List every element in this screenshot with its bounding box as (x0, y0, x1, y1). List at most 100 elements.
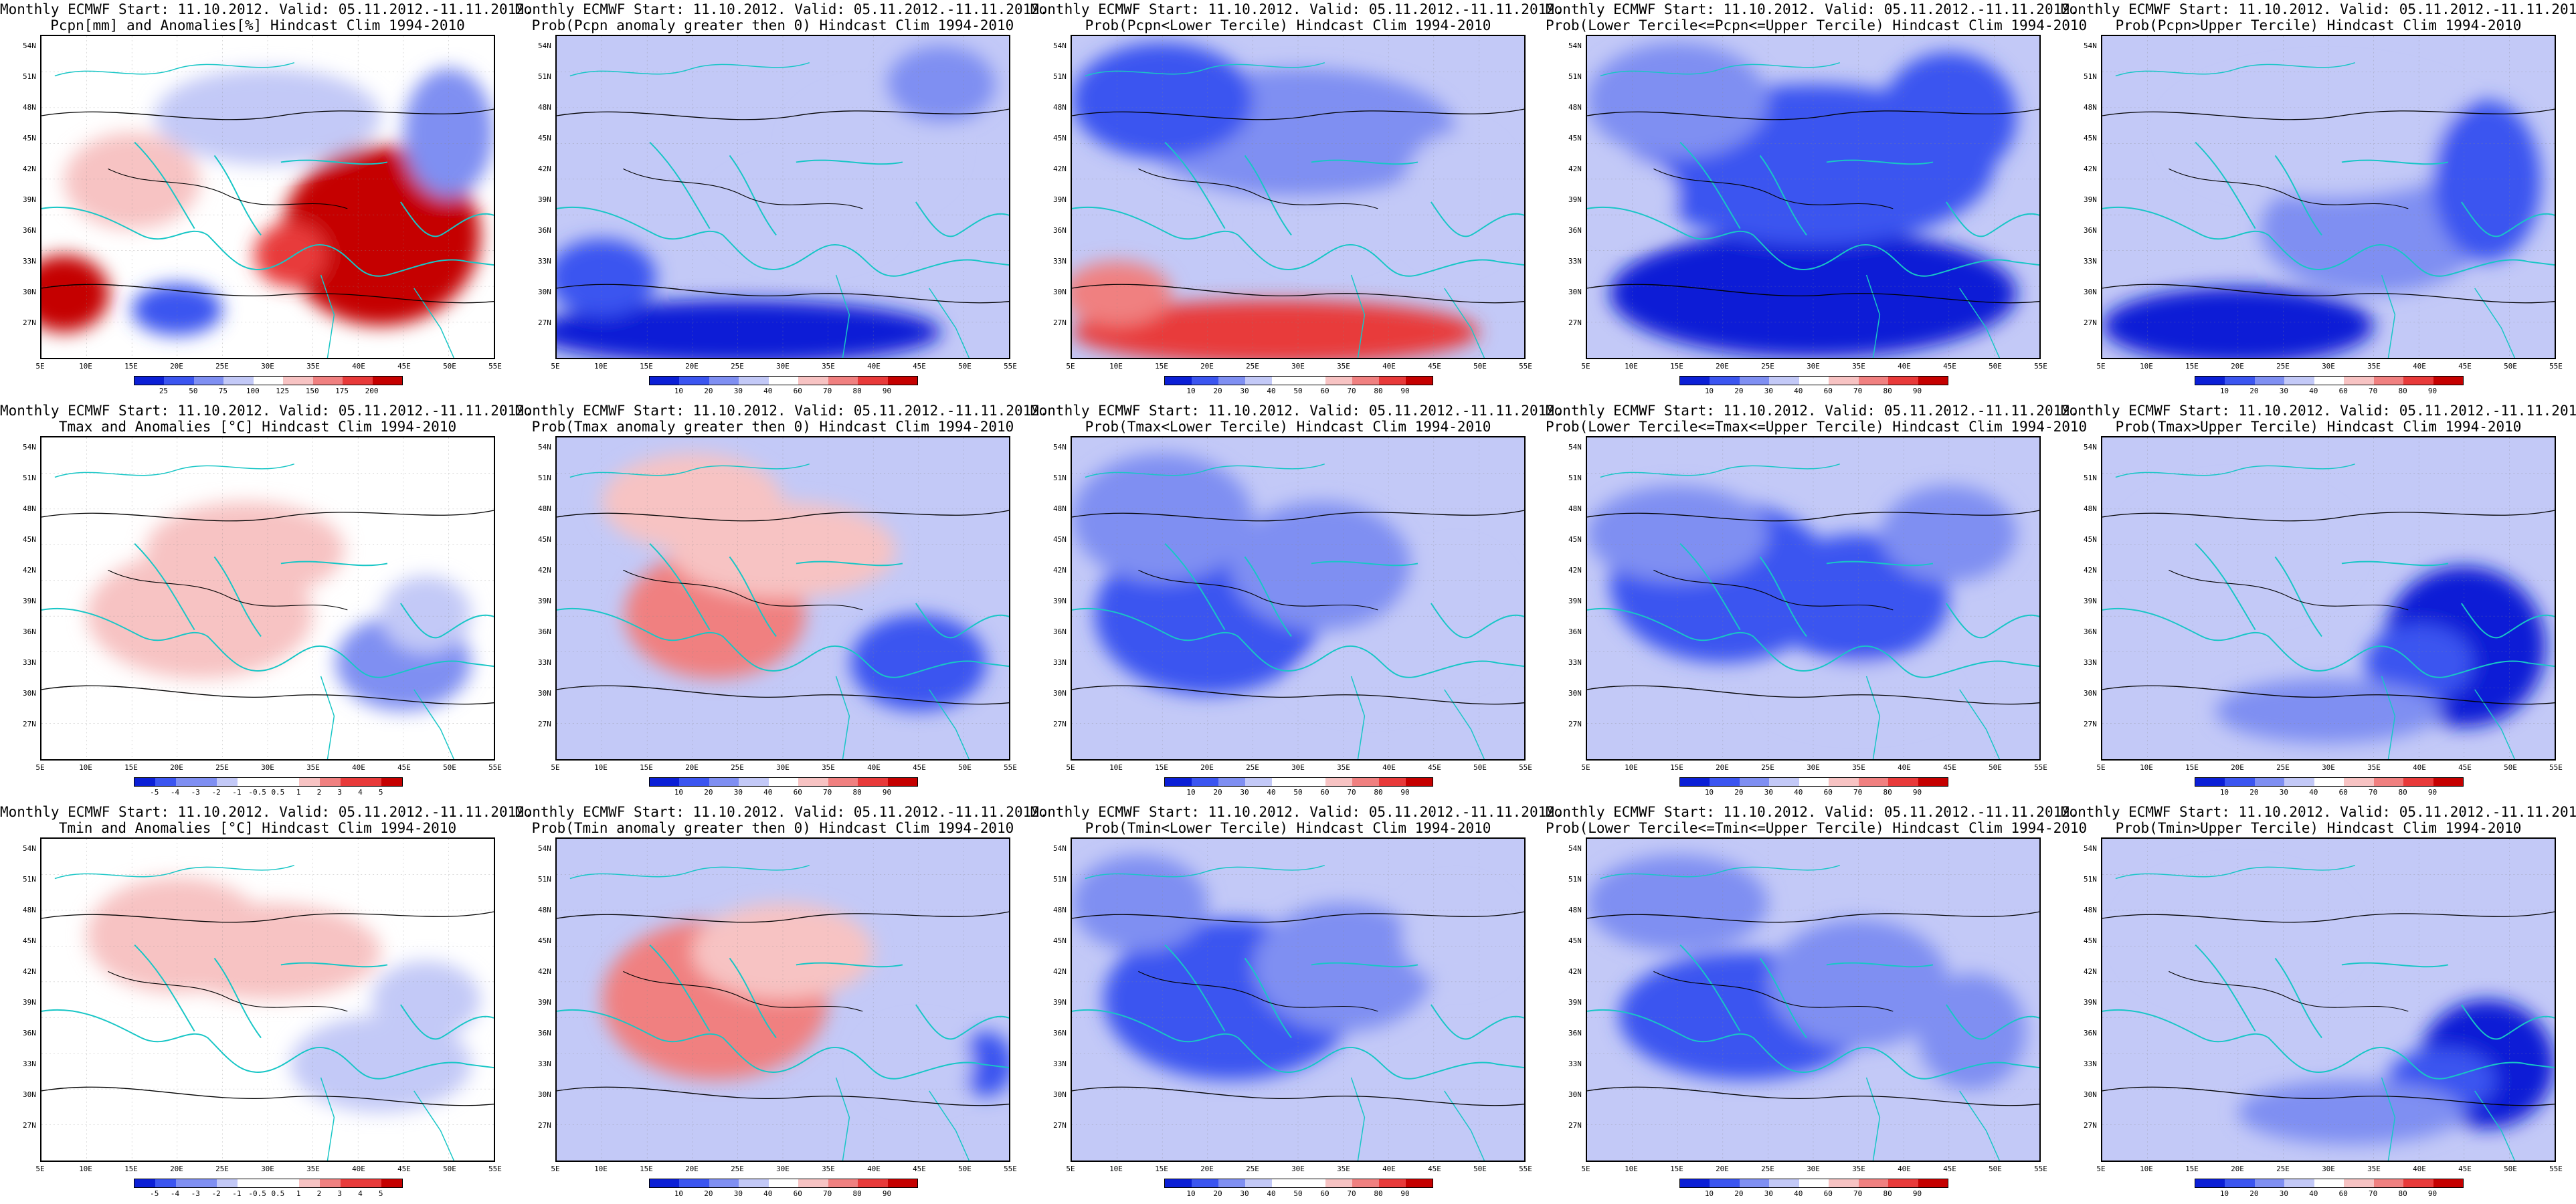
lat-label: 27N (538, 720, 551, 728)
colorbar-segment (887, 377, 917, 385)
map-panel: Monthly ECMWF Start: 11.10.2012. Valid: … (0, 803, 533, 1204)
lat-label: 45N (1053, 535, 1067, 544)
colorbar-segment (2373, 778, 2404, 786)
colorbar-label: 40 (763, 788, 773, 797)
lat-label: 45N (23, 535, 36, 544)
colorbar-segment (887, 778, 917, 786)
map-canvas (1587, 36, 2039, 358)
colorbar (2195, 777, 2464, 787)
lon-label: 15E (2185, 763, 2199, 772)
colorbar-label: 30 (1764, 387, 1773, 395)
lon-label: 15E (640, 1165, 653, 1173)
lon-label: 20E (1200, 763, 1214, 772)
colorbar-segment (196, 778, 217, 786)
panel-title: Monthly ECMWF Start: 11.10.2012. Valid: … (515, 1, 1048, 17)
colorbar-segment (1858, 778, 1889, 786)
colorbar-label: 20 (704, 788, 713, 797)
colorbar-label: 80 (852, 788, 862, 797)
colorbar-segment (1406, 1179, 1433, 1187)
lon-label: 45E (1428, 362, 1441, 371)
colorbar-label: 90 (882, 387, 892, 395)
lat-label: 42N (1053, 967, 1067, 976)
colorbar-segment (1245, 377, 1272, 385)
lon-label: 5E (551, 763, 560, 772)
colorbar-label: -3 (191, 788, 200, 797)
lat-label: 45N (538, 535, 551, 544)
panel-title: Monthly ECMWF Start: 11.10.2012. Valid: … (1030, 1, 1564, 17)
colorbar-segment (1858, 377, 1889, 385)
lat-label: 42N (1053, 165, 1067, 173)
colorbar-segment (1299, 778, 1325, 786)
colorbar-segment (381, 778, 402, 786)
colorbar-label: 40 (1794, 387, 1803, 395)
lat-label: 39N (1053, 597, 1067, 605)
colorbar-segment (768, 778, 799, 786)
colorbar-label: 5 (378, 788, 383, 797)
lon-label: 55E (488, 362, 502, 371)
colorbar-segment (2284, 377, 2314, 385)
colorbar-label: 70 (823, 387, 832, 395)
lat-label: 54N (538, 443, 551, 452)
colorbar-label: 175 (335, 387, 349, 395)
lon-label: 55E (488, 1165, 502, 1173)
lon-label: 35E (2367, 362, 2381, 371)
lon-label: 55E (2549, 763, 2563, 772)
colorbar-label: 80 (1374, 387, 1383, 395)
lon-label: 15E (2185, 1165, 2199, 1173)
lat-label: 45N (2084, 535, 2097, 544)
colorbar-segment (2314, 377, 2344, 385)
colorbar-segment (828, 377, 858, 385)
lon-label: 25E (731, 1165, 744, 1173)
lat-label: 45N (538, 936, 551, 945)
colorbar-label: 70 (1853, 788, 1863, 797)
colorbar-label: 40 (1267, 1189, 1276, 1198)
lon-label: 30E (261, 1165, 274, 1173)
lon-label: 5E (551, 362, 560, 371)
colorbar-label: 2 (316, 788, 322, 797)
colorbar-segment (1245, 1179, 1272, 1187)
colorbar-segment (1379, 377, 1406, 385)
lon-label: 25E (2276, 763, 2290, 772)
colorbar-segment (1918, 377, 1948, 385)
lat-label: 39N (1568, 195, 1582, 204)
lat-label: 27N (2084, 318, 2097, 327)
lon-label: 40E (1898, 763, 1911, 772)
lat-label: 48N (1568, 504, 1582, 513)
lon-label: 25E (215, 362, 229, 371)
lat-label: 51N (1053, 875, 1067, 884)
lat-label: 27N (23, 318, 36, 327)
colorbar-segment (2403, 778, 2433, 786)
colorbar-segment (858, 377, 888, 385)
colorbar-label: 40 (1794, 788, 1803, 797)
colorbar-label: 70 (2369, 788, 2378, 797)
colorbar-label: 30 (2279, 788, 2288, 797)
colorbar (1679, 1179, 1948, 1188)
map-panel: Monthly ECMWF Start: 11.10.2012. Valid: … (1546, 0, 2087, 401)
lat-label: 36N (23, 226, 36, 235)
lon-label: 30E (1291, 763, 1305, 772)
lat-label: 45N (23, 134, 36, 142)
colorbar-label: 70 (1347, 1189, 1356, 1198)
colorbar-segment (1739, 1179, 1770, 1187)
colorbar-segment (709, 778, 739, 786)
colorbar-segment (340, 778, 361, 786)
lat-label: 36N (23, 627, 36, 636)
colorbar-label: -4 (170, 788, 180, 797)
map-canvas (1072, 36, 1524, 358)
lon-label: 55E (1004, 763, 1017, 772)
map-frame (2101, 837, 2556, 1162)
colorbar-segment (679, 377, 709, 385)
colorbar-label: 200 (365, 387, 379, 395)
lat-label: 30N (2084, 288, 2097, 296)
colorbar-segment (2225, 778, 2255, 786)
panel-title: Monthly ECMWF Start: 11.10.2012. Valid: … (0, 804, 533, 820)
lon-label: 55E (1004, 1165, 1017, 1173)
colorbar-label: 10 (674, 788, 684, 797)
colorbar-segment (2433, 1179, 2463, 1187)
lon-label: 50E (958, 1165, 972, 1173)
colorbar-label: 1 (296, 788, 301, 797)
lon-label: 50E (443, 763, 456, 772)
lat-label: 42N (538, 967, 551, 976)
lat-label: 33N (23, 658, 36, 667)
lat-label: 36N (2084, 226, 2097, 235)
